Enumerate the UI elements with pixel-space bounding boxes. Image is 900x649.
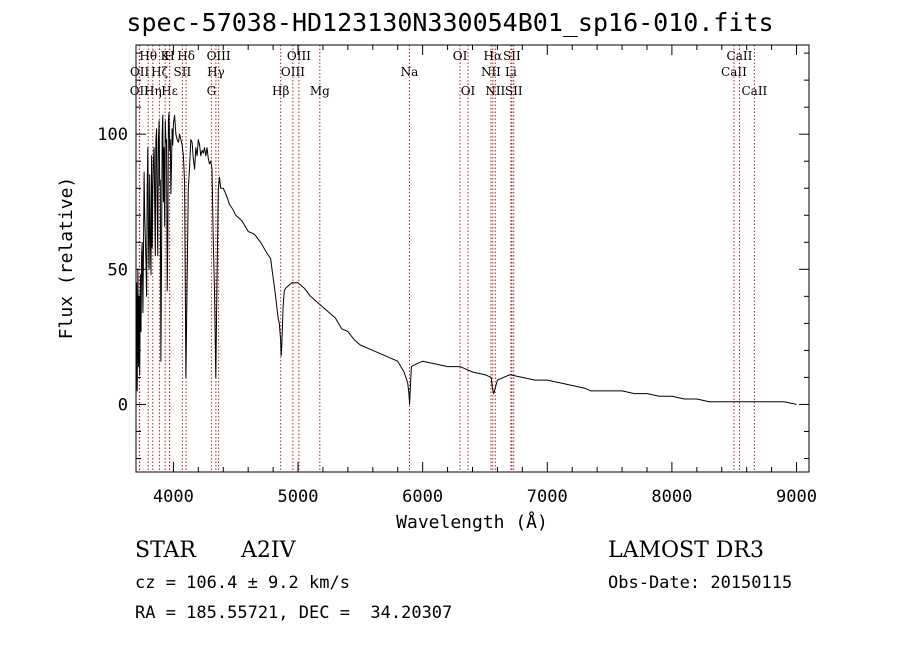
x-tick-label: 7000 [527, 487, 568, 507]
y-tick-label: 50 [108, 260, 128, 280]
x-axis-label: Wavelength (Å) [396, 511, 548, 533]
spectral-line-label: Na [401, 65, 419, 79]
y-axis-ticks: 0 50 100 [97, 52, 809, 459]
y-axis-label: Flux (relative) [56, 177, 77, 340]
redshift-velocity: cz = 106.4 ± 9.2 km/s [135, 573, 350, 593]
spectral-line-label: Hδ [177, 49, 195, 63]
spectral-line-label: Hβ [272, 84, 289, 98]
chart-title: spec-57038-HD123130N330054B01_sp16-010.f… [126, 8, 774, 37]
spectral-line-label: OIII [287, 49, 311, 63]
observation-date: Obs-Date: 20150115 [608, 573, 793, 593]
object-type: STAR [135, 538, 196, 563]
spectral-line-label: H [164, 49, 174, 63]
spectral-line-label: CaII [721, 65, 747, 79]
spectral-line-label: Hα [484, 49, 503, 63]
sky-coordinates: RA = 185.55721, DEC = 34.20307 [135, 603, 453, 623]
spectral-line-label: OIII [207, 49, 231, 63]
spectral-line-label: Hγ [207, 65, 225, 79]
spectral-line-label: NII [481, 65, 501, 79]
x-tick-label: 8000 [651, 487, 692, 507]
spectral-line-label: OI [453, 49, 468, 63]
spectral-line-label: NII [485, 84, 505, 98]
flux-series [135, 112, 797, 405]
x-tick-label: 6000 [402, 487, 443, 507]
spectral-line-label: CaII [727, 49, 753, 63]
y-tick-label: 0 [118, 395, 128, 415]
spectral-line-label: Mg [310, 84, 330, 98]
spectral-line-label: Hζ [151, 65, 168, 79]
spectral-line-label: SII [505, 84, 523, 98]
spectral-line-label: G [207, 84, 217, 98]
object-subclass: A2IV [241, 538, 296, 563]
spectral-line-label: OI [461, 84, 476, 98]
plot-frame [135, 44, 810, 473]
spectral-line-markers: OIIOIIHθHηHζHεKHSIIHδGHγOIIIHβOIIIOIIIMg… [130, 45, 768, 472]
spectral-line-label: K [161, 49, 171, 63]
spectral-line-label: OIII [281, 65, 305, 79]
spectral-line-label: Hθ [139, 49, 157, 63]
x-axis-ticks: 4000 5000 6000 7000 8000 9000 [153, 45, 817, 507]
spectral-line-label: Li [505, 65, 517, 79]
spectral-line-label: CaII [741, 84, 767, 98]
spectral-line-label: Hη [144, 84, 162, 98]
x-tick-label: 4000 [153, 487, 194, 507]
x-tick-label: 5000 [278, 487, 319, 507]
x-tick-label: 9000 [776, 487, 817, 507]
survey-name: LAMOST DR3 [608, 538, 764, 563]
spectral-line-label: SII [174, 65, 192, 79]
spectral-line-label: OII [130, 65, 150, 79]
flux-line [135, 112, 797, 405]
spectral-line-label: SII [503, 49, 521, 63]
y-tick-label: 100 [97, 125, 128, 145]
